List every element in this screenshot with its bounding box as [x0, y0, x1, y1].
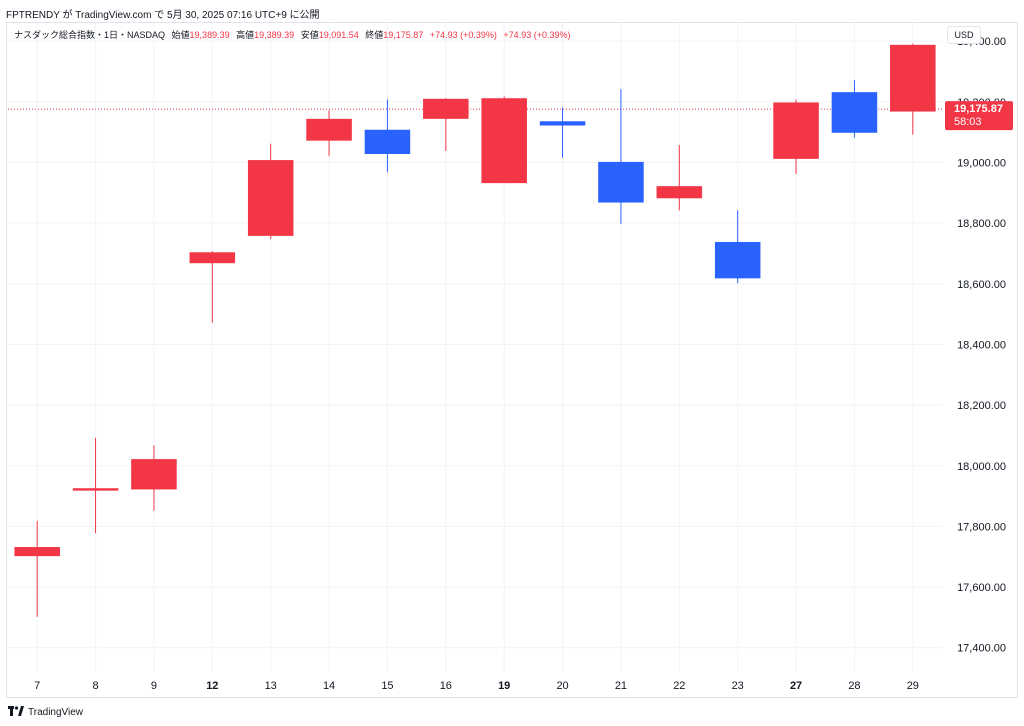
candle-body	[656, 186, 703, 199]
x-tick-label: 19	[498, 680, 510, 692]
candle-body	[481, 98, 527, 184]
x-tick-label: 21	[615, 680, 627, 692]
x-tick-label: 8	[93, 680, 99, 692]
y-tick-label: 18,200.00	[957, 400, 1006, 412]
candle-14[interactable]	[306, 110, 352, 156]
candle-16[interactable]	[423, 98, 469, 151]
x-tick-label: 9	[151, 680, 157, 692]
y-tick-label: 18,600.00	[957, 279, 1006, 291]
candle-body	[306, 118, 352, 141]
x-tick-label: 27	[790, 680, 802, 692]
candle-15[interactable]	[364, 99, 411, 173]
price-tag-bg	[945, 101, 1013, 131]
price-axis: 17,400.00 17,600.00 17,800.00 18,000.00 18,2…	[957, 36, 1006, 655]
ohlc-legend: ナスダック総合指数・1日・NASDAQ 始値19,389.39 高値19,389…	[14, 28, 570, 41]
candle-7[interactable]	[14, 520, 60, 617]
candle-19[interactable]	[481, 96, 527, 184]
candle-body	[598, 161, 644, 203]
currency-button[interactable]: USD	[947, 26, 981, 44]
chart-frame	[6, 22, 1018, 698]
x-tick-label: 29	[907, 680, 919, 692]
published-line: FPTRENDY が TradingView.com で 5月 30, 2025…	[6, 10, 320, 21]
open-label: 始値	[171, 30, 190, 40]
x-tick-label: 12	[206, 680, 218, 692]
candle-body	[831, 92, 878, 133]
candles	[14, 43, 936, 617]
close-label: 終値	[365, 30, 384, 40]
candle-body	[539, 121, 586, 126]
candle-8[interactable]	[72, 437, 119, 534]
brand-name: TradingView	[28, 707, 84, 718]
candle-28[interactable]	[831, 80, 878, 138]
price-tag-value: 19,175.87	[954, 103, 1003, 115]
x-tick-label: 16	[440, 680, 452, 692]
candle-body	[714, 241, 761, 279]
candle-29[interactable]	[890, 43, 936, 135]
y-tick-label: 17,400.00	[957, 643, 1006, 655]
low-label: 安値	[300, 30, 319, 40]
x-tick-label: 23	[732, 680, 744, 692]
candle-20[interactable]	[539, 107, 586, 158]
x-tick-label: 14	[323, 680, 335, 692]
candle-body	[14, 547, 60, 557]
change-value: +74.93 (+0.39%)	[429, 30, 497, 40]
x-tick-label: 20	[556, 680, 568, 692]
candle-body	[189, 252, 236, 264]
y-tick-label: 18,400.00	[957, 339, 1006, 351]
candle-23[interactable]	[714, 210, 761, 284]
high-value: 19,389.39	[254, 30, 295, 40]
x-tick-label: 13	[265, 680, 277, 692]
low-value: 19,091.54	[318, 30, 359, 40]
candle-body	[364, 129, 411, 155]
y-tick-label: 19,000.00	[957, 158, 1006, 170]
candle-body	[131, 459, 177, 490]
candle-27[interactable]	[773, 99, 819, 175]
candle-22[interactable]	[656, 144, 703, 211]
candle-9[interactable]	[131, 445, 177, 511]
close-value: 19,175.87	[383, 30, 424, 40]
y-tick-label: 18,000.00	[957, 461, 1006, 473]
high-label: 高値	[236, 30, 255, 40]
tradingview-logo-icon	[8, 706, 24, 719]
x-tick-label: 15	[381, 680, 393, 692]
y-tick-label: 17,600.00	[957, 582, 1006, 594]
open-value: 19,389.39	[189, 30, 230, 40]
y-tick-label: 18,800.00	[957, 218, 1006, 230]
symbol-label[interactable]: ナスダック総合指数・1日・NASDAQ	[14, 30, 166, 40]
candle-13[interactable]	[247, 143, 294, 239]
footer-brand[interactable]: TradingView	[8, 706, 83, 719]
price-tag-countdown: 58:03	[954, 116, 982, 128]
time-axis: 7 8 9 12 13 14 15 16 19 20 21 22 23 27 28 29	[34, 680, 919, 692]
candle-body	[890, 44, 936, 112]
x-tick-label: 22	[673, 680, 685, 692]
candle-body	[72, 488, 119, 491]
change-value-2: +74.93 (+0.39%)	[503, 30, 571, 40]
candle-body	[247, 160, 294, 236]
candle-12[interactable]	[189, 251, 236, 323]
candle-body	[423, 98, 469, 119]
y-tick-label: 17,800.00	[957, 521, 1006, 533]
candle-body	[773, 102, 819, 159]
x-tick-label: 7	[34, 680, 40, 692]
x-tick-label: 28	[848, 680, 860, 692]
candle-21[interactable]	[598, 89, 644, 224]
